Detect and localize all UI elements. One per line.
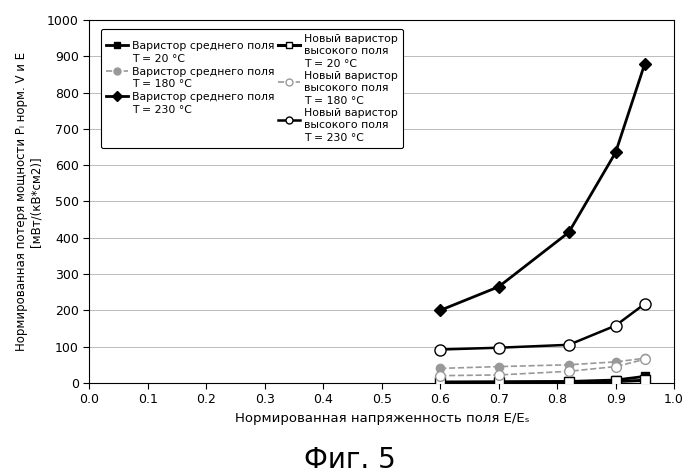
Text: Фиг. 5: Фиг. 5 [303, 446, 396, 473]
Legend: Варистор среднего поля, T = 20 °C, Варистор среднего поля, T = 180 °C, Варистор : Варистор среднего поля, T = 20 °C, Варис… [101, 29, 403, 148]
Y-axis label: Нормированная потеря мощности Pₗ норм. V и E
[мВт/(кВ*см2)]: Нормированная потеря мощности Pₗ норм. V… [15, 52, 43, 351]
X-axis label: Нормированная напряженность поля E/Eₛ: Нормированная напряженность поля E/Eₛ [234, 412, 529, 425]
